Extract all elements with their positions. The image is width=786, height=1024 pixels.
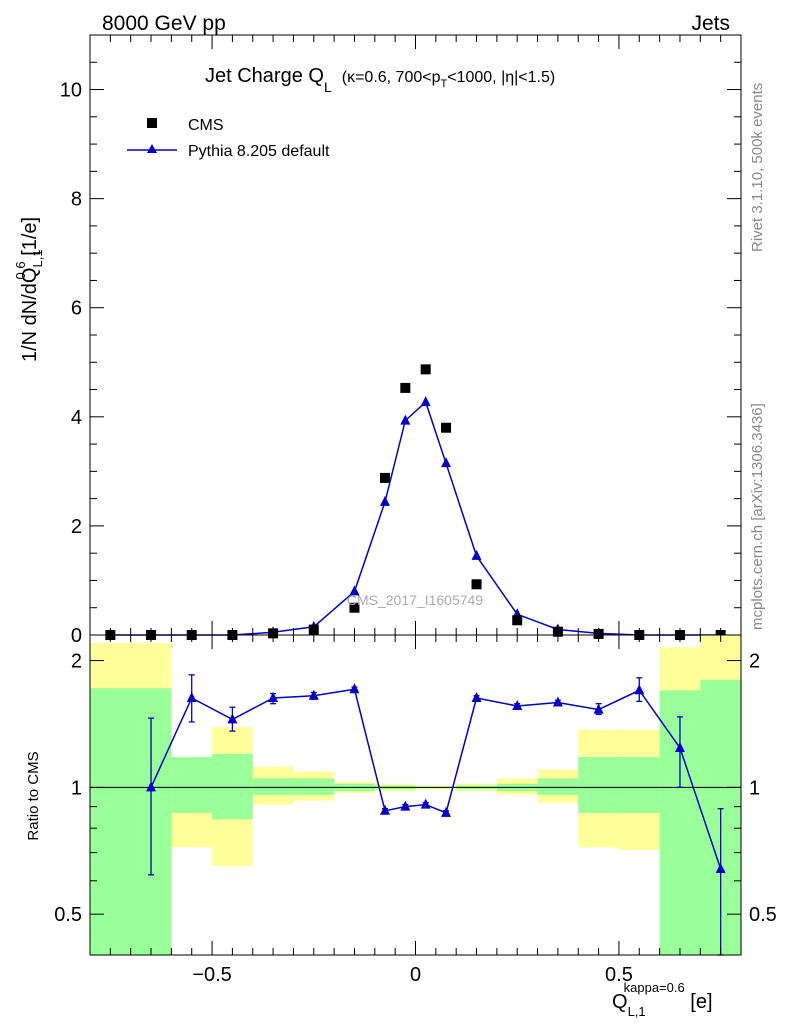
pythia-point xyxy=(441,457,452,468)
title-cond-sub: T xyxy=(441,78,448,90)
ratio-y-tick-label-right: 1 xyxy=(749,777,760,799)
cms-point xyxy=(268,628,279,639)
ratio-point xyxy=(471,691,482,702)
pythia-point xyxy=(379,495,390,506)
ratio-y-tick-label-right: 0.5 xyxy=(749,904,777,926)
ylabel-base: 1/N dN/dQ xyxy=(19,268,41,362)
cms-point xyxy=(379,472,390,483)
legend-marker-cms xyxy=(147,118,157,128)
legend: CMS Pythia 8.205 default xyxy=(127,117,330,160)
rivet-label: Rivet 3.1.10, 500k events xyxy=(749,83,766,252)
xlabel-sup: kappa=0.6 xyxy=(624,980,685,995)
ratio-point xyxy=(349,683,360,694)
cms-point xyxy=(512,615,523,626)
xlabel-sub: L,1 xyxy=(628,1004,646,1019)
pythia-point xyxy=(471,549,482,560)
stat-band-bin xyxy=(90,688,172,955)
ratio-point xyxy=(268,691,279,702)
stat-band-bin xyxy=(171,757,213,813)
ratio-point xyxy=(593,703,604,714)
main-y-tick-label: 6 xyxy=(71,298,82,320)
ratio-y-tick-label-left: 0.5 xyxy=(54,904,82,926)
ylabel-sub: L,1 xyxy=(30,249,45,267)
title-cond-b: <1000, |η|<1.5) xyxy=(447,69,555,86)
header-left-label: 8000 GeV pp xyxy=(102,12,226,35)
cms-point xyxy=(471,579,482,590)
stat-band-bin xyxy=(578,757,619,813)
cms-point xyxy=(400,382,411,393)
pythia-point xyxy=(400,414,411,425)
ratio-point xyxy=(441,806,452,817)
ratio-point xyxy=(379,804,390,815)
stat-band-bin xyxy=(212,754,253,820)
ratio-point xyxy=(308,689,319,700)
analysis-watermark: CMS_2017_I1605749 xyxy=(347,592,483,608)
stat-band-bin xyxy=(293,778,335,795)
pythia-point xyxy=(420,396,431,407)
cms-point xyxy=(349,602,360,613)
ratio-y-tick-label-right: 2 xyxy=(749,651,760,673)
main-panel: 0 2 4 6 8 10 xyxy=(60,34,742,647)
title-cond-a: (κ=0.6, 700<p xyxy=(342,69,441,86)
main-y-tick-label: 8 xyxy=(71,189,82,211)
main-y-tick-label: 2 xyxy=(71,516,82,538)
ratio-point xyxy=(400,800,411,811)
chart-title: Jet Charge QL (κ=0.6, 700<pT<1000, |η|<1.… xyxy=(205,65,555,95)
ratio-x-tick-label: −0.5 xyxy=(192,964,231,986)
ratio-point xyxy=(715,863,726,874)
main-y-tick-label: 10 xyxy=(60,80,82,102)
stat-band-bin xyxy=(537,778,579,795)
ratio-frame xyxy=(89,634,742,956)
main-y-tick-label: 0 xyxy=(71,625,82,647)
header-right-label: Jets xyxy=(691,12,730,35)
ratio-panel: 0.5 0.5 1 1 2 2 −0.5 0 0.5 xyxy=(54,634,777,986)
ratio-point xyxy=(634,684,645,695)
ratio-x-tick-label: 0 xyxy=(410,964,421,986)
mcplots-label: mcplots.cern.ch [arXiv:1306.3436] xyxy=(749,403,766,630)
ratio-point xyxy=(674,742,685,753)
pythia-point xyxy=(349,585,360,596)
title-main: Jet Charge Q xyxy=(205,65,324,87)
legend-marker-pythia xyxy=(147,144,157,153)
ratio-point xyxy=(186,691,197,702)
ratio-point xyxy=(512,700,523,711)
cms-point xyxy=(552,626,563,637)
stat-band-bin xyxy=(252,778,294,795)
ratio-point xyxy=(552,696,563,707)
ylabel-unit: [1/e] xyxy=(19,217,41,261)
ratio-point xyxy=(420,798,431,809)
legend-label-pythia: Pythia 8.205 default xyxy=(188,143,330,160)
ratio-y-axis-label: Ratio to CMS xyxy=(25,751,42,840)
cms-point xyxy=(308,624,319,635)
title-main-sub: L xyxy=(324,79,332,95)
main-y-tick-label: 4 xyxy=(71,407,82,429)
main-y-axis-label: 1/N dN/dQL,10.6 [1/e] xyxy=(13,217,45,362)
ratio-y-tick-label-left: 1 xyxy=(71,777,82,799)
xlabel-base: Q xyxy=(612,991,628,1013)
ratio-x-tick-label: 0.5 xyxy=(605,964,633,986)
ratio-point xyxy=(146,781,157,792)
stat-band-bin xyxy=(618,757,660,813)
legend-label-cms: CMS xyxy=(188,117,224,134)
cms-point xyxy=(420,364,431,375)
ratio-y-tick-label-left: 2 xyxy=(71,651,82,673)
cms-point xyxy=(441,422,452,433)
x-axis-label: QL,1 kappa=0.6 [e] xyxy=(612,980,713,1019)
ylabel-sup: 0.6 xyxy=(13,261,28,279)
cms-point xyxy=(593,628,604,639)
ratio-point xyxy=(227,713,238,724)
xlabel-unit: [e] xyxy=(685,991,713,1013)
